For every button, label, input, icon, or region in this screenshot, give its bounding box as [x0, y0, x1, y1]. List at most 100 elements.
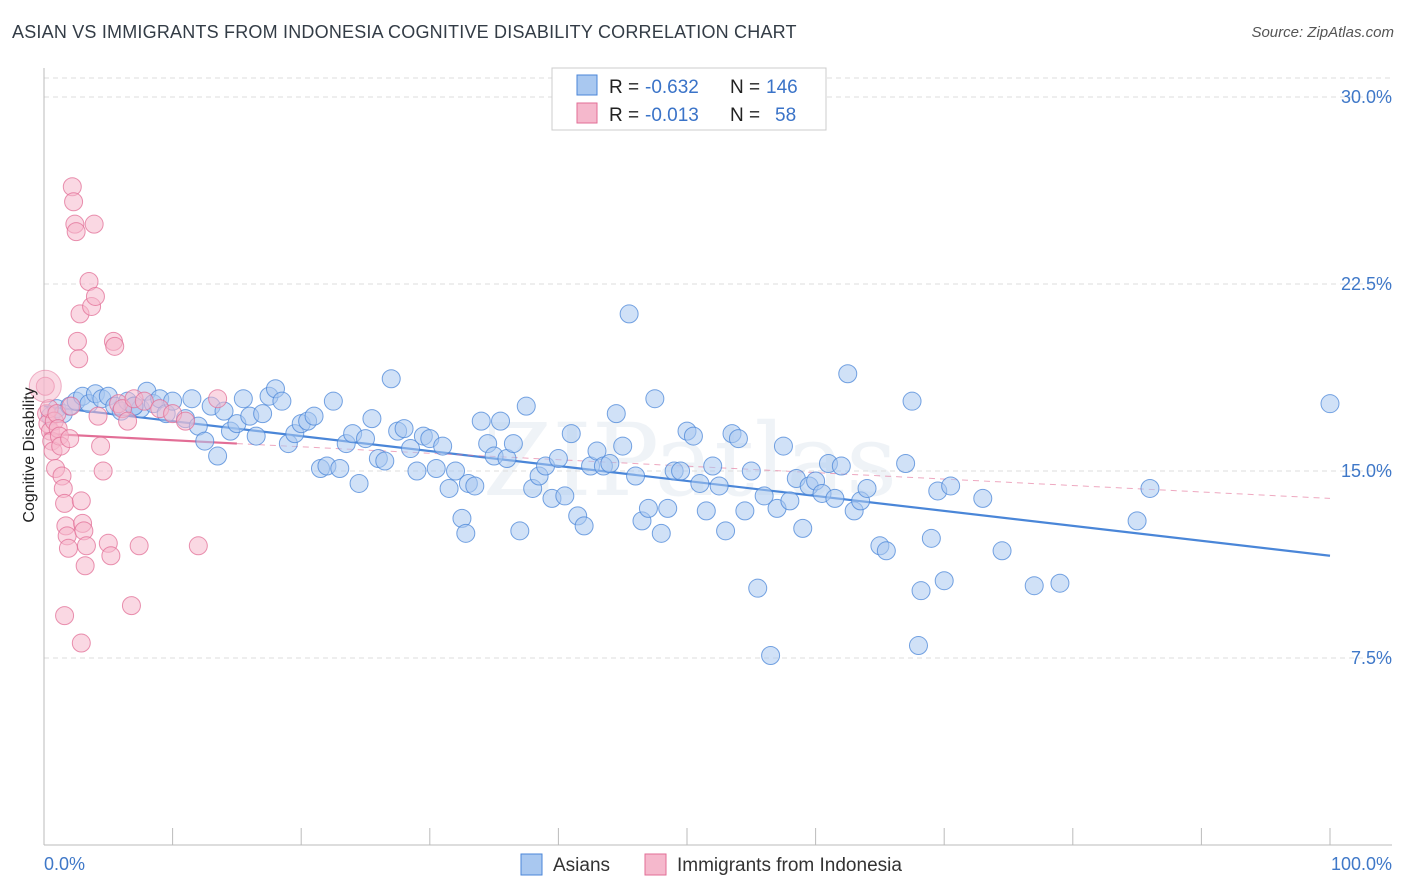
x-tick-label-max: 100.0%	[1331, 854, 1392, 874]
indonesia-point	[118, 411, 138, 431]
indonesia-point	[129, 536, 149, 556]
asians-point	[233, 389, 253, 409]
asians-point	[195, 431, 215, 451]
asians-point	[1320, 394, 1340, 414]
asians-point	[446, 461, 466, 481]
indonesia-point	[101, 546, 121, 566]
indonesia-r-label: R =	[609, 105, 639, 126]
indonesia-point	[71, 633, 91, 653]
indonesia-point	[105, 336, 125, 356]
indonesia-point	[76, 536, 96, 556]
asians-swatch	[576, 74, 598, 96]
asians-point	[272, 391, 292, 411]
indonesia-point	[175, 411, 195, 431]
stats-legend: R = -0.632 N = 146 R = -0.013 N = 58	[551, 67, 827, 131]
asians-point	[606, 404, 626, 424]
asians-point	[973, 488, 993, 508]
asians-point	[683, 426, 703, 446]
asians-point	[555, 486, 575, 506]
asians-point	[456, 523, 476, 543]
asians-point	[645, 389, 665, 409]
asians-point	[465, 476, 485, 496]
asians-point	[362, 409, 382, 429]
indonesia-point	[134, 391, 154, 411]
indonesia-point	[69, 349, 89, 369]
asians-point	[182, 389, 202, 409]
asians-point	[394, 419, 414, 439]
asians-point	[703, 456, 723, 476]
asians-point	[754, 486, 774, 506]
asians-point	[1127, 511, 1147, 531]
y-tick-label: 7.5%	[1351, 648, 1392, 668]
asians-point	[992, 541, 1012, 561]
asians-point	[709, 476, 729, 496]
asians-point	[902, 391, 922, 411]
indonesia-n-value: 58	[775, 105, 796, 126]
source-credit: Source: ZipAtlas.com	[1251, 24, 1394, 41]
asians-point	[825, 488, 845, 508]
bottom-legend: Asians Immigrants from Indonesia	[520, 853, 902, 876]
indonesia-point	[91, 436, 111, 456]
asians-point	[561, 424, 581, 444]
asians-point	[876, 541, 896, 561]
asians-point	[246, 426, 266, 446]
asians-point	[471, 411, 491, 431]
asians-point	[857, 478, 877, 498]
indonesia-point	[85, 286, 105, 306]
asians-point	[330, 459, 350, 479]
indonesia-point	[188, 536, 208, 556]
asians-point	[690, 473, 710, 493]
asians-point	[773, 436, 793, 456]
data-points	[28, 177, 1340, 666]
grid-lines	[44, 77, 1392, 659]
asians-point	[491, 411, 511, 431]
asians-point	[510, 521, 530, 541]
asians-point	[735, 501, 755, 521]
legend-indonesia-label: Immigrants from Indonesia	[677, 855, 902, 876]
asians-point	[600, 454, 620, 474]
asians-point	[638, 498, 658, 518]
indonesia-point	[67, 331, 87, 351]
asians-point	[658, 498, 678, 518]
y-tick-label: 15.0%	[1341, 461, 1392, 481]
asians-point	[208, 446, 228, 466]
indonesia-swatch	[576, 102, 598, 124]
x-tick-label-min: 0.0%	[44, 854, 85, 874]
axes	[43, 68, 1392, 846]
asians-point	[908, 636, 928, 656]
indonesia-point	[121, 596, 141, 616]
asians-point	[253, 404, 273, 424]
asians-point	[716, 521, 736, 541]
asians-n-label: N =	[730, 77, 760, 98]
asians-point	[831, 456, 851, 476]
indonesia-r-value: -0.013	[645, 105, 699, 126]
asians-point	[1140, 478, 1160, 498]
asians-point	[761, 646, 781, 666]
indonesia-point	[61, 396, 81, 416]
asians-point	[619, 304, 639, 324]
y-tick-label: 22.5%	[1341, 274, 1392, 294]
indonesia-point	[75, 556, 95, 576]
indonesia-point	[71, 491, 91, 511]
indonesia-point	[58, 538, 78, 558]
indonesia-point	[60, 429, 80, 449]
asians-point	[503, 434, 523, 454]
asians-point	[941, 476, 961, 496]
indonesia-point	[55, 493, 75, 513]
asians-point	[439, 478, 459, 498]
asians-point	[381, 369, 401, 389]
asians-point	[671, 461, 691, 481]
legend-indonesia-swatch	[644, 853, 667, 876]
tick-labels: 7.5% 15.0% 22.5% 30.0% 0.0% 100.0%	[44, 87, 1392, 874]
asians-point	[1024, 576, 1044, 596]
asians-point	[728, 429, 748, 449]
asians-point	[356, 429, 375, 449]
asians-point	[401, 439, 421, 459]
indonesia-point	[64, 192, 84, 212]
asians-point	[696, 501, 716, 521]
asians-point	[896, 454, 916, 474]
asians-point	[613, 436, 633, 456]
asians-point	[838, 364, 858, 384]
asians-point	[793, 518, 813, 538]
